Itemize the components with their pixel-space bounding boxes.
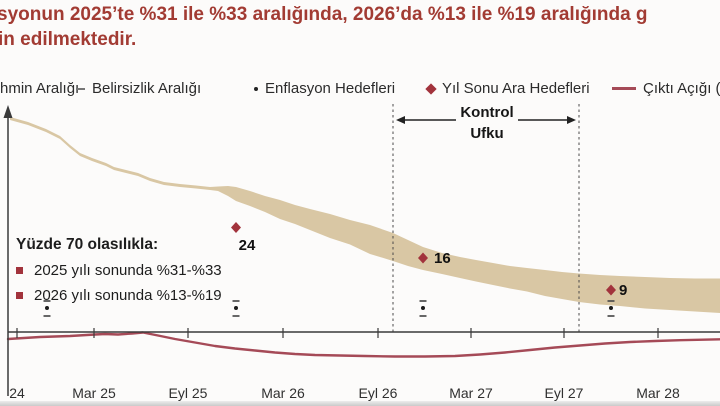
dot-marker-icon bbox=[254, 86, 258, 91]
square-bullet-icon bbox=[16, 292, 23, 299]
x-tick-label-eyl26: Eyl 26 bbox=[358, 385, 398, 401]
target-marks-dec24 bbox=[43, 300, 51, 317]
legend-label-inflation-targets: Enflasyon Hedefleri bbox=[265, 80, 396, 97]
probability-item-2025-text: 2025 yılı sonunda %31-%33 bbox=[34, 262, 222, 279]
interim-target-diamond-2025 bbox=[231, 222, 241, 233]
probability-annotation: Yüzde 70 olasılıkla: 2025 yılı sonunda %… bbox=[16, 236, 222, 312]
control-horizon-left-arrow bbox=[396, 116, 456, 124]
probability-item-2026: 2026 yılı sonunda %13-%19 bbox=[16, 287, 222, 304]
legend-item-output-gap: Çıktı Açığı (Sa bbox=[612, 80, 720, 97]
interim-target-value-2025: 24 bbox=[238, 237, 256, 254]
output-gap-line bbox=[6, 331, 720, 358]
legend-item-forecast-range: hmin Aralığı bbox=[0, 80, 79, 97]
probability-heading: Yüzde 70 olasılıkla: bbox=[16, 236, 159, 253]
legend-item-inflation-targets: Enflasyon Hedefleri bbox=[254, 80, 395, 97]
control-horizon-right-arrow bbox=[518, 116, 576, 124]
x-tick-label-mar28: Mar 28 bbox=[636, 385, 680, 401]
legend-label-uncertainty-range: Belirsizlik Aralığı bbox=[92, 80, 202, 97]
interim-target-diamond-2027 bbox=[606, 284, 616, 296]
legend-item-uncertainty-range: Belirsizlik Aralığı bbox=[76, 80, 201, 97]
line-marker-icon bbox=[612, 87, 636, 90]
x-tick-label-mar27: Mar 27 bbox=[449, 385, 493, 401]
x-tick-label-eyl25: Eyl 25 bbox=[168, 385, 208, 401]
x-axis-ticks bbox=[16, 328, 659, 338]
x-tick-label-eyl27: Eyl 27 bbox=[544, 385, 584, 401]
target-marks-dec25 bbox=[232, 300, 240, 317]
dash-marker-icon bbox=[76, 87, 85, 90]
interim-target-value-2027: 9 bbox=[619, 282, 628, 299]
interim-target-value-2026: 16 bbox=[434, 250, 451, 267]
bottom-edge-strip bbox=[0, 401, 720, 406]
headline-line2: in edilmektedir. bbox=[0, 29, 137, 50]
legend-label-interim-targets: Yıl Sonu Ara Hedefleri bbox=[442, 80, 590, 97]
square-bullet-icon bbox=[16, 267, 23, 274]
uncertainty-and-target-marks bbox=[43, 300, 615, 317]
forecast-band bbox=[10, 117, 720, 313]
interim-target-diamond-2026 bbox=[418, 252, 428, 264]
legend-label-output-gap: Çıktı Açığı (Sa bbox=[643, 80, 720, 97]
headline: syonun 2025’te %31 ile %33 aralığında, 2… bbox=[0, 2, 648, 52]
x-tick-label-mar25: Mar 25 bbox=[72, 385, 116, 401]
headline-line1: syonun 2025’te %31 ile %33 aralığında, 2… bbox=[0, 4, 648, 25]
legend-item-interim-targets: Yıl Sonu Ara Hedefleri bbox=[425, 80, 590, 97]
x-tick-label-eyl24: 24 bbox=[9, 385, 25, 401]
legend-label-forecast-range: hmin Aralığı bbox=[0, 80, 80, 97]
x-tick-label-mar26: Mar 26 bbox=[261, 385, 305, 401]
probability-item-2026-text: 2026 yılı sonunda %13-%19 bbox=[34, 287, 222, 304]
diamond-marker-icon bbox=[425, 82, 437, 95]
control-horizon-label: Kontrol Ufku bbox=[451, 102, 523, 144]
y-axis-arrow bbox=[3, 105, 13, 118]
target-marks-dec26 bbox=[419, 300, 427, 317]
control-horizon-line2: Ufku bbox=[470, 125, 504, 142]
target-marks-dec27 bbox=[607, 300, 615, 317]
chart-legend: hmin Aralığı Belirsizlik Aralığı Enflasy… bbox=[0, 80, 720, 98]
control-horizon-line1: Kontrol bbox=[460, 104, 514, 121]
probability-item-2025: 2025 yılı sonunda %31-%33 bbox=[16, 262, 222, 279]
